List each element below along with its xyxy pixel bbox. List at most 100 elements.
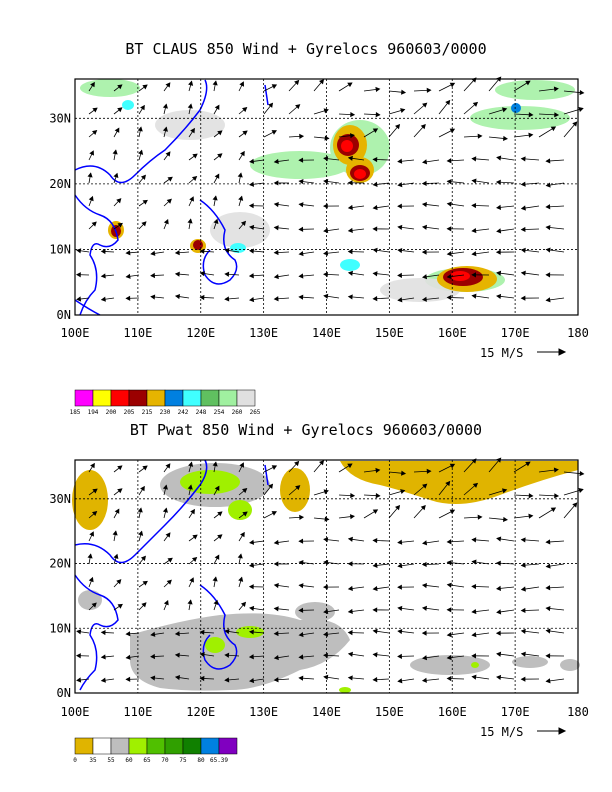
- wind-arrow-head: [187, 599, 193, 605]
- lon-tick-label: 100E: [61, 705, 90, 719]
- wind-arrow-head: [91, 602, 97, 608]
- wind-arrow-head: [472, 101, 479, 107]
- wind-arrow-head: [349, 133, 355, 139]
- wind-arrow-head: [150, 653, 155, 660]
- wind-arrow-head: [91, 221, 97, 227]
- wind-arrow-head: [112, 530, 118, 536]
- legend-label: 60: [125, 757, 133, 764]
- wind-arrow-head: [501, 488, 508, 494]
- lon-tick-label: 120E: [186, 705, 215, 719]
- lat-tick-label: 0N: [57, 308, 71, 322]
- wind-arrow-head: [520, 295, 526, 301]
- wind-arrow-head: [249, 677, 255, 684]
- legend-swatch: [128, 389, 148, 407]
- legend-label: 35: [89, 757, 97, 764]
- wind-arrow-head: [421, 630, 427, 636]
- lon-tick-label: 180: [567, 705, 589, 719]
- wind-arrow-head: [422, 483, 428, 489]
- wind-arrow-head: [572, 502, 578, 508]
- wind-arrow-head: [199, 248, 205, 254]
- grid-lines: [75, 460, 578, 693]
- wind-arrow-head: [125, 273, 131, 279]
- wind-arrow-head: [420, 505, 426, 511]
- wind-arrow-head: [579, 470, 585, 477]
- wind-arrow-head: [248, 584, 254, 590]
- wind-arrow-head: [550, 126, 557, 132]
- wind-arrow-head: [446, 607, 452, 613]
- wind-arrow-head: [273, 677, 279, 683]
- wind-arrow-head: [191, 175, 198, 182]
- wind-arrow-head: [471, 559, 477, 565]
- wind-arrow-head: [116, 198, 122, 204]
- wind-arrow-head: [421, 677, 427, 683]
- wind-arrow-head: [268, 102, 274, 108]
- wind-arrow-head: [273, 180, 279, 186]
- wind-arrow-head: [528, 513, 534, 519]
- wind-arrow-head: [372, 537, 378, 544]
- wind-arrow-head: [372, 181, 378, 187]
- wind-arrow-head: [347, 155, 353, 161]
- wind-arrow-head: [477, 133, 483, 139]
- wind-arrow-head: [471, 178, 477, 184]
- wind-arrow-head: [100, 248, 106, 255]
- legend-swatch: [110, 389, 130, 407]
- wind-arrow-head: [76, 272, 81, 278]
- wind-arrow-head: [397, 678, 403, 684]
- wind-arrow-head: [214, 173, 220, 179]
- legend-swatch: [110, 737, 130, 755]
- wind-arrow-head: [496, 651, 502, 657]
- wind-arrow-head: [174, 652, 180, 658]
- wind-arrow-head: [76, 296, 82, 302]
- wind-arrow-head: [323, 559, 329, 566]
- wind-arrow-head: [91, 130, 98, 136]
- wind-arrow-head: [298, 654, 304, 660]
- wind-arrow-head: [298, 538, 304, 544]
- legend-label: 205: [124, 409, 135, 416]
- wind-arrow-head: [350, 111, 356, 118]
- wind-arrow-head: [323, 631, 329, 637]
- wind-arrow-head: [372, 586, 378, 592]
- wind-arrow-head: [372, 247, 378, 253]
- wind-arrow-head: [273, 296, 279, 302]
- wind-arrow-head: [347, 536, 353, 542]
- wind-arrow-head: [395, 123, 401, 130]
- wind-arrow-head: [449, 128, 456, 134]
- wind-arrow-head: [528, 132, 534, 138]
- wind-arrow-head: [249, 296, 255, 303]
- scale-label: 15 M/S: [480, 725, 523, 739]
- wind-arrow-head: [190, 127, 195, 134]
- wind-arrow-head: [273, 582, 279, 589]
- wind-arrow-head: [174, 675, 181, 681]
- wind-arrow-head: [271, 511, 277, 516]
- wind-arrow-head: [422, 102, 428, 108]
- map-frame: [74, 459, 579, 694]
- wind-arrow-head: [137, 126, 143, 132]
- coastline: [74, 459, 269, 691]
- wind-arrow-head: [347, 227, 353, 233]
- wind-arrow-head: [248, 203, 254, 209]
- wind-arrow-head: [545, 204, 551, 210]
- wind-arrow-head: [446, 201, 452, 207]
- wind-arrow-head: [166, 579, 172, 585]
- wind-arrow-head: [299, 133, 305, 139]
- wind-arrow-head: [421, 274, 428, 280]
- wind-arrow-head: [446, 582, 452, 588]
- wind-arrow-head: [199, 270, 205, 277]
- wind-arrow-head: [471, 293, 477, 299]
- wind-arrow-head: [298, 157, 304, 163]
- wind-arrow-head: [89, 531, 94, 537]
- lon-tick-label: 140E: [312, 326, 341, 340]
- wind-arrow-head: [249, 158, 255, 164]
- legend-label: 80: [197, 757, 205, 764]
- wind-arrow-head: [142, 465, 148, 471]
- wind-arrow-head: [520, 156, 526, 162]
- wind-arrow-head: [397, 584, 402, 590]
- wind-arrow-head: [88, 195, 94, 202]
- legend-label: 75: [179, 757, 187, 764]
- wind-arrow-head: [372, 628, 378, 634]
- wind-arrow-head: [545, 678, 551, 684]
- wind-arrow-head: [165, 82, 171, 88]
- wind-arrow-head: [212, 576, 218, 582]
- lon-tick-label: 130E: [249, 326, 278, 340]
- wind-arrow-head: [242, 488, 248, 494]
